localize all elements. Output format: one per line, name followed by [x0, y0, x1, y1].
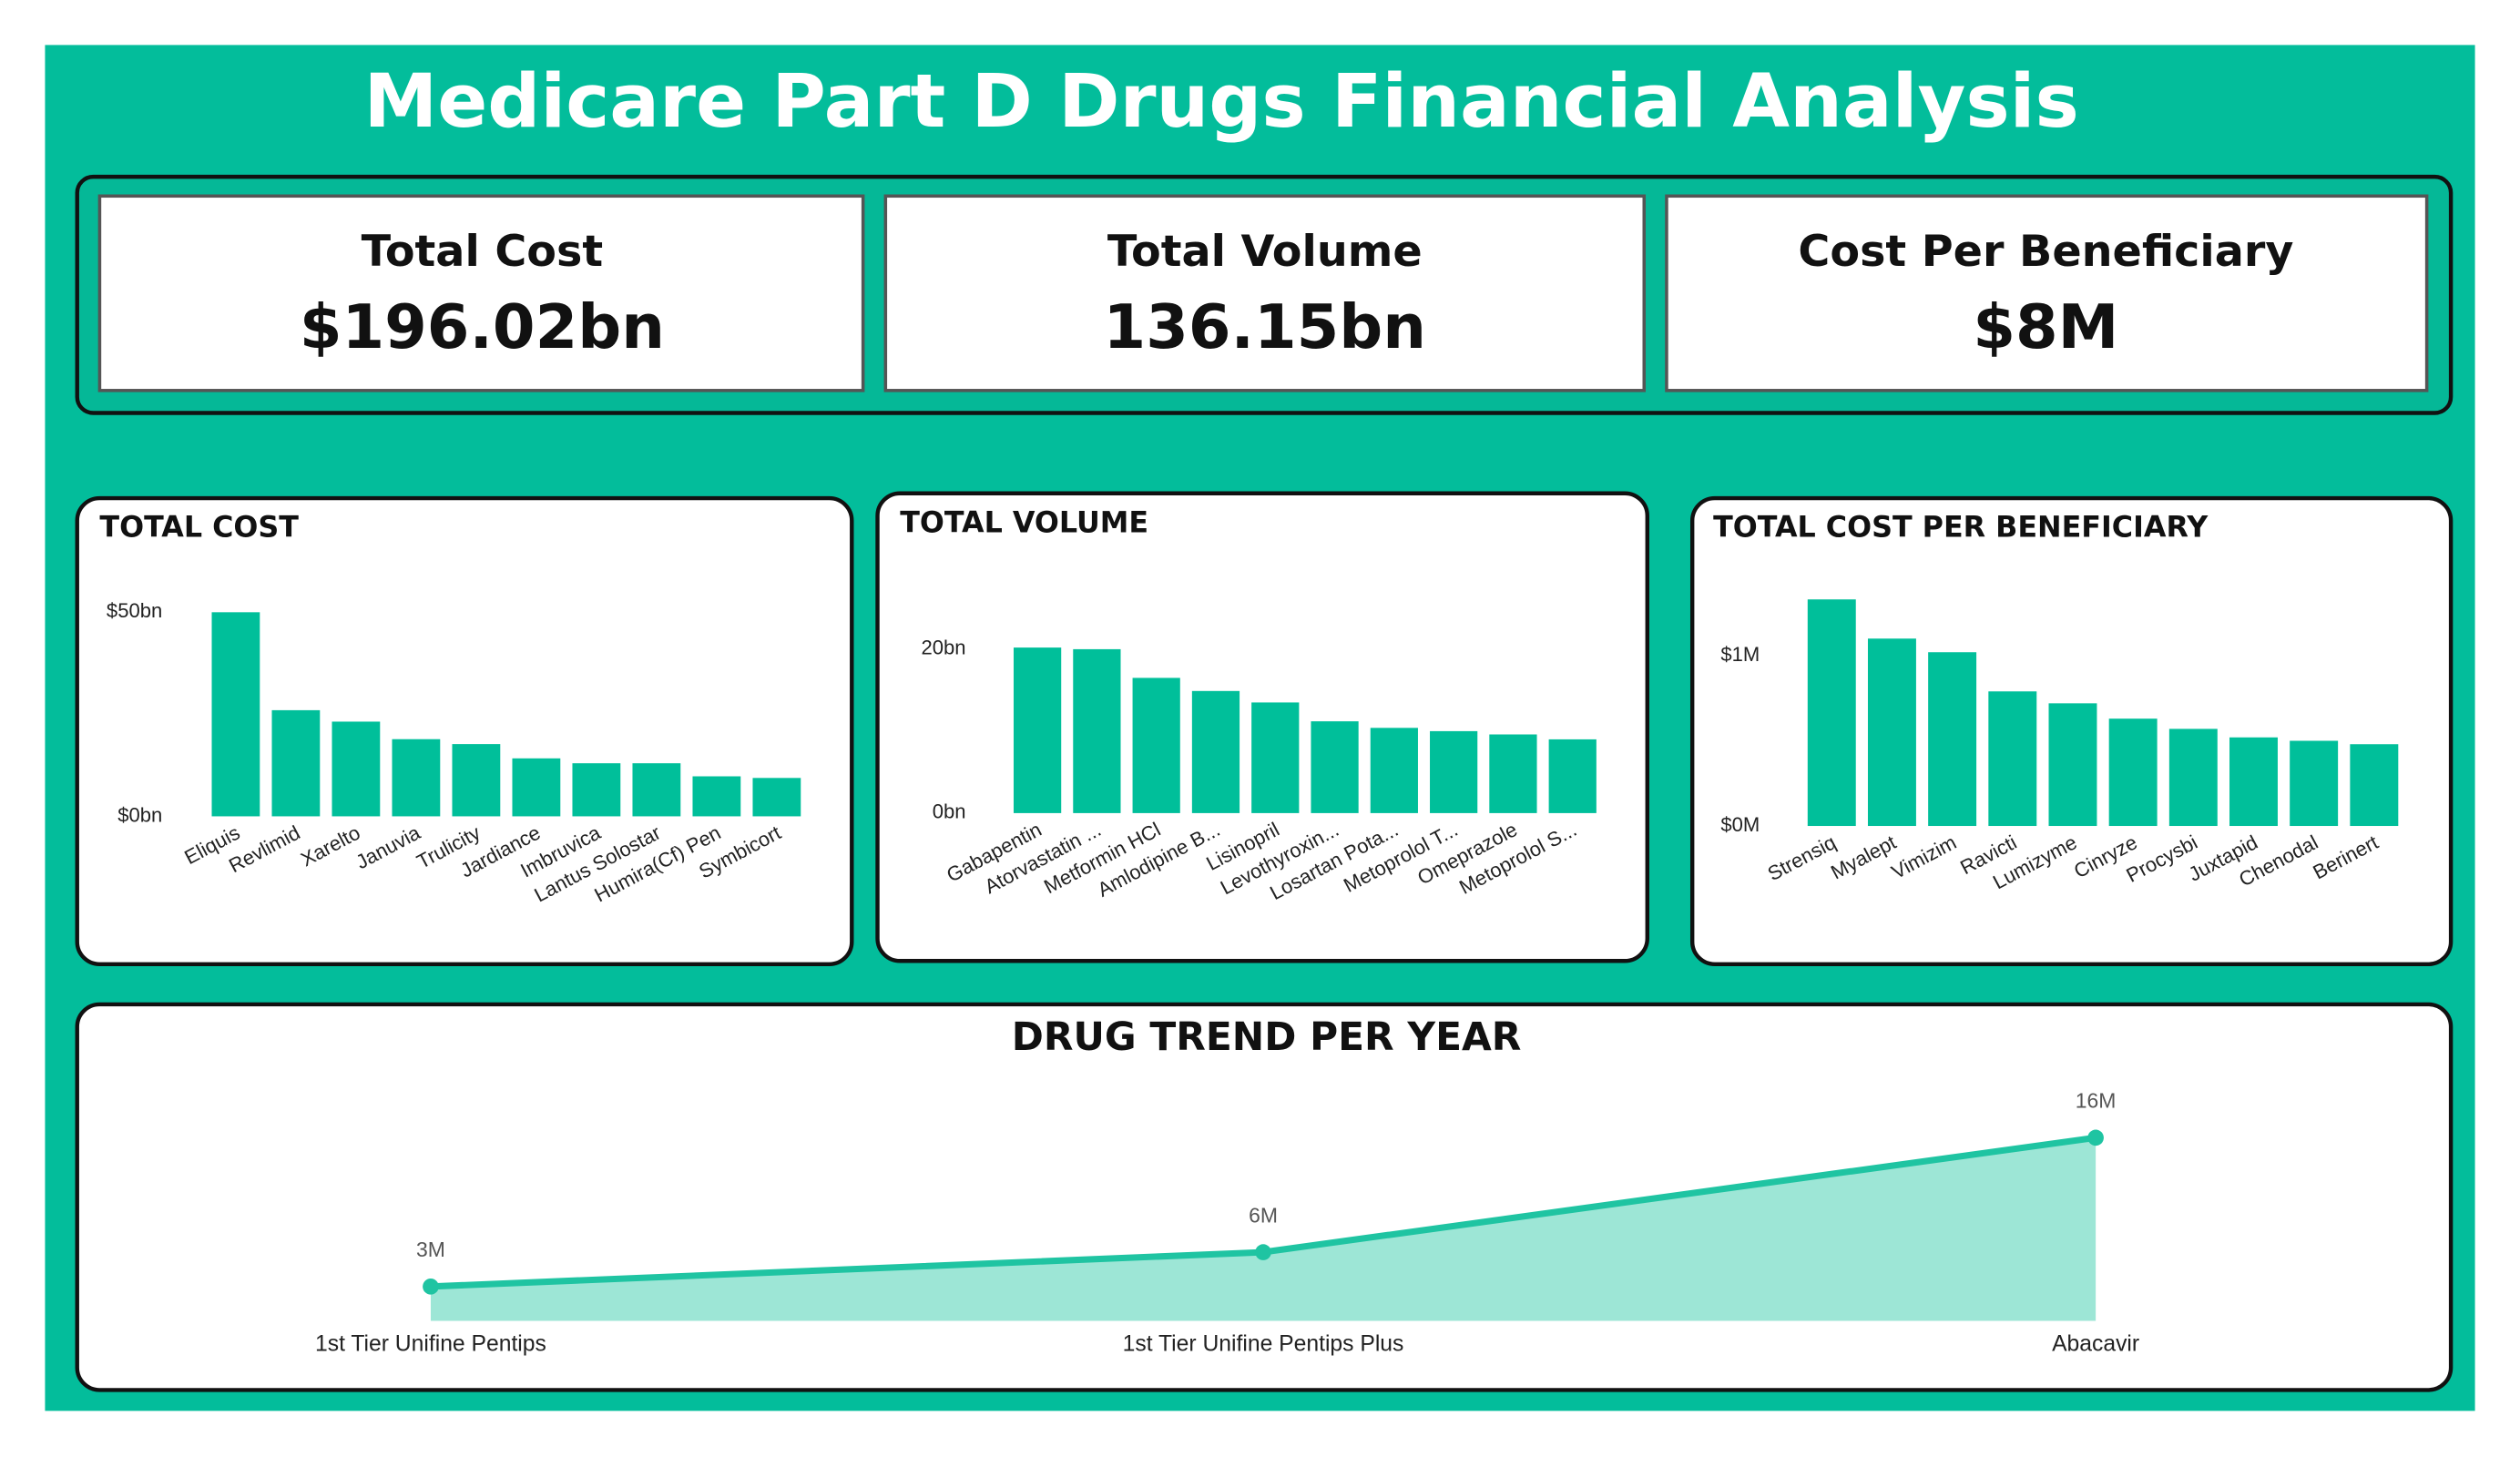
chart-title: TOTAL VOLUME	[900, 506, 1148, 539]
point	[2087, 1129, 2104, 1146]
kpi-label: Total Cost	[362, 227, 603, 277]
chart-panel	[75, 495, 854, 966]
bar	[452, 744, 501, 817]
bar	[1867, 638, 1916, 827]
y-tick-label: 20bn	[922, 637, 966, 659]
x-tick-label: 1st Tier Unifine Pentips	[315, 1332, 546, 1357]
x-tick-label: Abacavir	[2052, 1332, 2139, 1357]
bar	[1311, 721, 1359, 813]
bar	[2108, 718, 2158, 827]
chart-title: TOTAL COST	[99, 512, 299, 545]
bar	[1548, 739, 1597, 813]
x-tick-label: 1st Tier Unifine Pentips Plus	[1123, 1332, 1404, 1357]
kpi-value: $8M	[1973, 291, 2118, 362]
bar	[2168, 728, 2218, 827]
data-label: 16M	[2076, 1089, 2117, 1113]
point	[1255, 1244, 1271, 1260]
bar	[271, 709, 321, 817]
y-tick-label: $50bn	[107, 599, 162, 622]
bar	[211, 612, 260, 817]
bar	[632, 763, 681, 817]
bar	[1807, 599, 1856, 827]
bar	[1013, 647, 1062, 813]
kpi-card	[1665, 194, 2429, 392]
bar	[392, 739, 441, 817]
data-label: 6M	[1249, 1203, 1278, 1227]
bar	[2290, 740, 2339, 827]
y-tick-label: 0bn	[933, 800, 966, 823]
y-tick-label: $0M	[1720, 813, 1760, 836]
kpi-value: $196.02bn	[300, 291, 665, 362]
kpi-label: Total Volume	[1107, 227, 1423, 277]
bar	[1489, 734, 1537, 813]
bar	[752, 778, 801, 817]
chart-title: DRUG TREND PER YEAR	[1012, 1014, 1522, 1059]
kpi-value: 136.15bn	[1104, 291, 1426, 362]
kpi-card	[97, 194, 865, 392]
point	[423, 1278, 439, 1295]
bar	[2350, 744, 2399, 827]
bar	[572, 763, 621, 817]
bar	[2048, 703, 2097, 827]
bar	[512, 758, 561, 817]
y-tick-label: $1M	[1720, 643, 1760, 666]
bar	[1191, 690, 1240, 813]
kpi-cards: Total Cost $196.02bn Total Volume 136.15…	[97, 194, 2429, 392]
charts: TOTAL COST$0bn$50bnEliquisRevlimidXarelt…	[99, 506, 2399, 1357]
bar	[1132, 678, 1180, 813]
bar	[1430, 730, 1478, 813]
chart-title: TOTAL COST PER BENEFICIARY	[1713, 512, 2209, 545]
bar	[692, 776, 741, 817]
bar	[2229, 737, 2278, 827]
bar	[1370, 728, 1418, 813]
kpi-label: Cost Per Beneficiary	[1798, 227, 2293, 277]
bar	[1988, 691, 2037, 827]
bar	[1073, 648, 1121, 813]
dashboard-title: Medicare Part D Drugs Financial Analysis	[363, 59, 2078, 145]
y-tick-label: $0bn	[117, 803, 162, 826]
bar	[1928, 652, 1977, 827]
area	[430, 1137, 2097, 1321]
kpi-card	[883, 194, 1647, 392]
bar	[332, 721, 381, 817]
bar	[1251, 702, 1300, 813]
data-label: 3M	[416, 1238, 445, 1261]
